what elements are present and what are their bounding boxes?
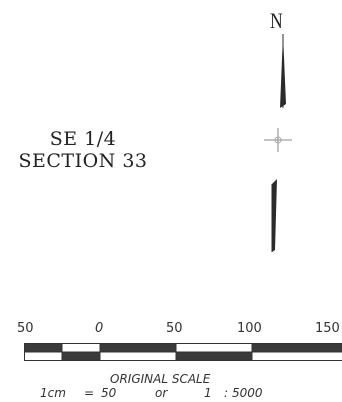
scale-tick-label: 50	[166, 321, 183, 336]
scale-eq-or: or	[155, 386, 168, 400]
scale-eq-value: 50	[101, 386, 117, 400]
scale-tick-label: 50	[17, 321, 34, 336]
scale-bar-segment	[62, 352, 100, 360]
scale-ratio-colon: :	[224, 386, 229, 400]
scale-eq-equals: =	[84, 386, 95, 400]
scale-tick-label: 0	[95, 321, 104, 336]
scale-bar-segment	[176, 352, 252, 360]
north-arrow-lower-half	[272, 179, 277, 252]
scale-bar-segment	[252, 344, 342, 352]
scale-bar	[24, 343, 342, 361]
scale-tick-labels: 50 0 50 100 150	[0, 321, 342, 339]
scale-ratio-right: 5000	[232, 386, 263, 400]
section-label: SE 1/4 SECTION 33	[8, 128, 158, 172]
scale-tick-label: 100	[237, 321, 262, 336]
north-arrow-icon	[264, 34, 292, 252]
north-letter: N	[270, 8, 283, 33]
scale-eq-unit: 1cm	[40, 386, 66, 400]
section-label-line2: SECTION 33	[18, 150, 148, 172]
north-arrow-center	[274, 136, 282, 144]
scale-bar-segment	[25, 344, 62, 352]
section-label-line1: SE 1/4	[49, 128, 117, 150]
scale-title: ORIGINAL SCALE	[110, 372, 211, 386]
scale-tick-label: 150	[315, 321, 340, 336]
scale-bar-segment	[100, 344, 176, 352]
scale-ratio-left: 1	[204, 386, 212, 400]
